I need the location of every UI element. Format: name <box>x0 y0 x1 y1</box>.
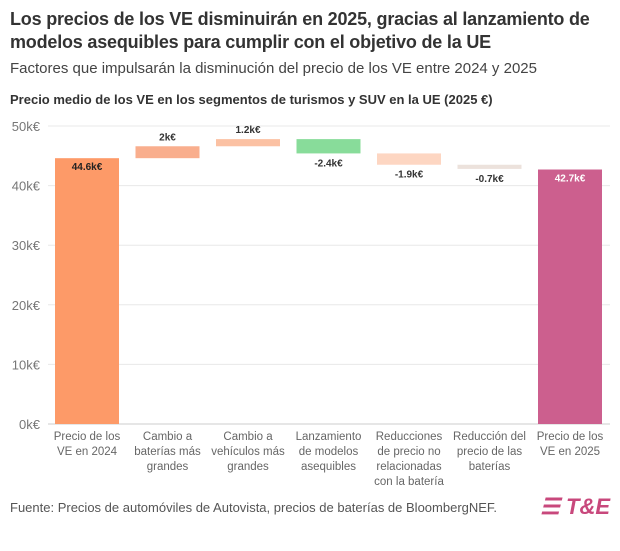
x-tick-label: Cambio a <box>143 431 193 443</box>
x-tick-label: baterías más <box>134 446 201 458</box>
data-label: -2.4k€ <box>314 158 343 169</box>
x-tick-label: de precio no <box>377 446 440 458</box>
x-tick-label: grandes <box>147 461 189 473</box>
x-tick-label: asequibles <box>301 461 356 473</box>
y-tick-label: 40k€ <box>12 179 41 194</box>
x-tick-label: VE en 2025 <box>540 446 600 458</box>
x-tick-label: precio de las <box>457 446 522 458</box>
data-label: -1.9k€ <box>395 170 424 181</box>
subtitle: Factores que impulsarán la disminución d… <box>10 60 537 77</box>
bar <box>135 146 200 159</box>
bar <box>377 153 441 165</box>
chart-title: Precio medio de los VE en los segmentos … <box>10 92 493 107</box>
footer: Fuente: Precios de automóviles de Autovi… <box>0 494 620 520</box>
x-tick-label: grandes <box>227 461 269 473</box>
source-note: Fuente: Precios de automóviles de Autovi… <box>10 499 498 515</box>
x-tick-label: de modelos <box>299 446 359 458</box>
data-label: 42.7k€ <box>555 174 586 185</box>
x-tick-label: Lanzamiento <box>296 431 362 443</box>
logo-text: T&E <box>566 494 610 519</box>
bar <box>216 139 280 147</box>
page-title: Los precios de los VE disminuirán en 202… <box>10 9 590 52</box>
x-tick-label: Reducciones <box>376 431 443 443</box>
x-tick-label: Reducción del <box>453 431 526 443</box>
bar <box>538 169 602 424</box>
data-label: -0.7k€ <box>475 174 504 185</box>
header: Los precios de los VE disminuirán en 202… <box>0 0 620 108</box>
bar <box>55 158 119 424</box>
x-tick-label: Cambio a <box>223 431 273 443</box>
y-tick-label: 30k€ <box>12 238 41 253</box>
x-tick-label: Precio de los <box>54 431 121 443</box>
bar <box>457 164 522 169</box>
data-label: 1.2k€ <box>235 125 260 136</box>
x-tick-label: baterías <box>469 461 511 473</box>
data-label: 44.6k€ <box>72 162 103 173</box>
logo-stripes-icon: ☰ <box>540 494 566 519</box>
te-logo: ☰ T&E <box>540 494 610 520</box>
x-tick-label: VE en 2024 <box>57 446 118 458</box>
y-tick-label: 20k€ <box>12 298 41 313</box>
bar <box>296 139 361 154</box>
y-tick-label: 50k€ <box>12 119 41 134</box>
y-tick-label: 10k€ <box>12 357 41 372</box>
x-tick-label: Precio de los <box>537 431 604 443</box>
x-tick-label: con la batería <box>374 476 444 488</box>
x-tick-label: relacionadas <box>376 461 441 473</box>
waterfall-chart: 0k€ 10k€ 20k€ 30k€ 40k€ 50k€ 44.6k€ Precio de l… <box>12 119 610 488</box>
y-tick-label: 0k€ <box>19 417 41 432</box>
data-label: 2k€ <box>159 132 176 143</box>
x-tick-label: vehículos más <box>211 446 285 458</box>
